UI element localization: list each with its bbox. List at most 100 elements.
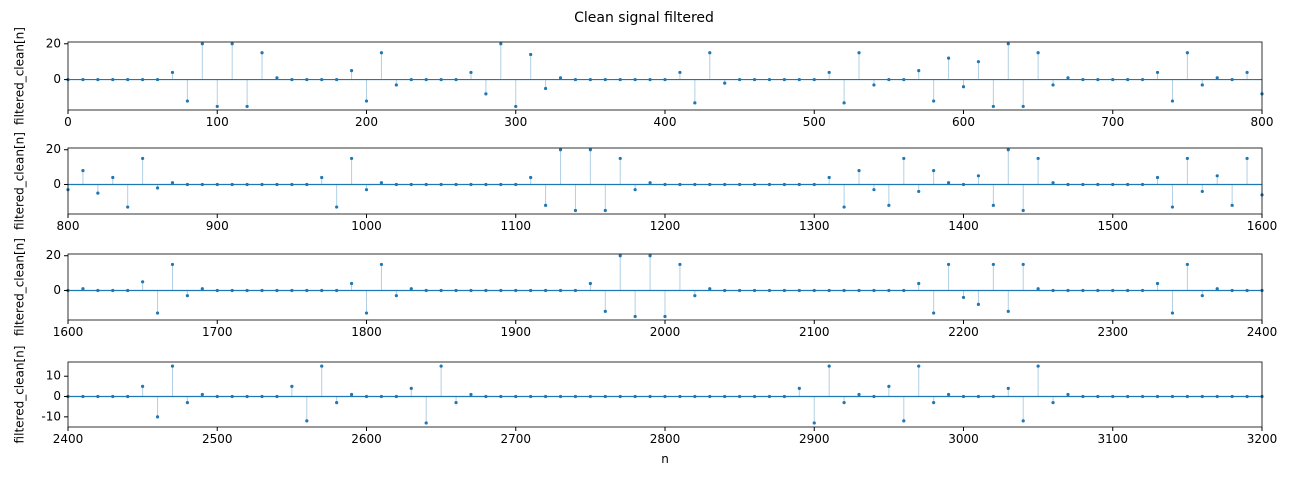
stem-marker [1230, 394, 1234, 399]
stem-marker [633, 77, 637, 82]
stem-marker [379, 262, 384, 267]
stem-marker [1066, 76, 1070, 80]
stem-marker [902, 419, 906, 423]
stem-marker [946, 392, 951, 397]
stem-marker [752, 77, 757, 82]
stem-marker [544, 288, 548, 293]
stem-marker [693, 182, 697, 187]
stem-marker [782, 288, 787, 293]
stem-marker [379, 51, 384, 55]
stem-marker [752, 182, 757, 187]
stem-marker [842, 205, 846, 209]
stem-marker [1111, 288, 1115, 293]
stem-marker [842, 401, 846, 405]
stem-marker [1215, 174, 1219, 178]
stem-marker [872, 288, 876, 293]
stem-marker [1170, 205, 1175, 209]
x-tick-label: 0 [64, 115, 72, 129]
stem-marker [290, 182, 294, 187]
stem-marker [827, 175, 831, 180]
stem-marker [439, 182, 443, 187]
stem-marker [81, 394, 85, 399]
stem-marker [499, 42, 503, 46]
stem-marker [409, 386, 413, 391]
stem-marker [1021, 262, 1025, 267]
x-tick-label: 2500 [202, 432, 233, 446]
stem-marker [961, 394, 966, 399]
y-tick-label: 0 [53, 389, 61, 403]
stem-marker [633, 314, 637, 319]
stem-marker [678, 70, 682, 75]
stem-marker [245, 182, 249, 187]
stem-marker [902, 77, 906, 82]
stem-marker [618, 156, 622, 161]
stem-marker [364, 99, 369, 103]
stem-marker [469, 392, 473, 397]
stem-marker [544, 394, 548, 399]
stem-marker [678, 262, 682, 267]
stem-marker [946, 181, 951, 185]
stem-marker [290, 384, 294, 388]
stem-marker [618, 394, 622, 399]
y-tick-label: 0 [53, 72, 61, 86]
y-tick-label: -10 [41, 409, 61, 423]
stem-marker [1081, 77, 1085, 82]
stem-marker [917, 364, 921, 368]
stem-marker [603, 208, 607, 213]
stem-marker [439, 364, 443, 368]
stem-marker [1170, 311, 1175, 315]
stem-marker [1155, 394, 1160, 399]
stem-marker [439, 77, 443, 82]
stem-marker [529, 288, 533, 293]
stem-marker [752, 288, 757, 293]
stem-marker [1081, 182, 1085, 187]
stem-marker [1245, 288, 1249, 293]
stem-marker [469, 70, 473, 75]
x-tick-label: 2000 [650, 325, 681, 339]
stem-marker [797, 182, 801, 187]
y-axis-label: filtered_clean[n] [13, 238, 27, 336]
y-tick-label: 10 [46, 369, 61, 383]
stem-marker [320, 77, 324, 82]
stem-marker [723, 394, 727, 399]
stem-marker [155, 311, 160, 315]
stem-marker [1215, 394, 1219, 399]
stem-marker [961, 85, 966, 89]
x-tick-label: 2400 [1247, 325, 1278, 339]
stem-marker [767, 394, 772, 399]
stem-marker [857, 168, 861, 173]
stem-marker [558, 394, 563, 399]
stem-marker [812, 421, 816, 425]
stem-marker [872, 394, 876, 399]
axes-frame [67, 361, 1263, 428]
stem-marker [887, 203, 891, 207]
stem-marker [81, 168, 85, 173]
stem-marker [215, 288, 219, 293]
stem-marker [275, 288, 279, 293]
stem-marker [648, 254, 652, 258]
stem-marker [1036, 156, 1040, 161]
stem-marker [170, 181, 175, 185]
stem-marker [588, 281, 592, 286]
x-tick-label: 1400 [948, 219, 979, 233]
x-tick-label: 2300 [1097, 325, 1128, 339]
y-axis-label: filtered_clean[n] [13, 132, 27, 230]
x-tick-label: 500 [803, 115, 826, 129]
stem-marker [827, 364, 831, 368]
stem-marker [111, 175, 115, 180]
stem-marker [499, 288, 503, 293]
stem-marker [827, 70, 831, 75]
stem-marker [454, 182, 458, 187]
stem-marker [1036, 364, 1040, 368]
stem-marker [1006, 309, 1010, 313]
stem-marker [126, 77, 130, 82]
x-tick-label: 800 [1251, 115, 1274, 129]
stem-marker [529, 175, 533, 180]
x-tick-label: 1600 [1247, 219, 1278, 233]
stem-marker [379, 181, 384, 185]
stem-marker [514, 394, 518, 399]
stem-marker [454, 77, 458, 82]
stem-marker [230, 42, 234, 46]
stem-marker [678, 182, 682, 187]
stem-marker [141, 77, 145, 82]
